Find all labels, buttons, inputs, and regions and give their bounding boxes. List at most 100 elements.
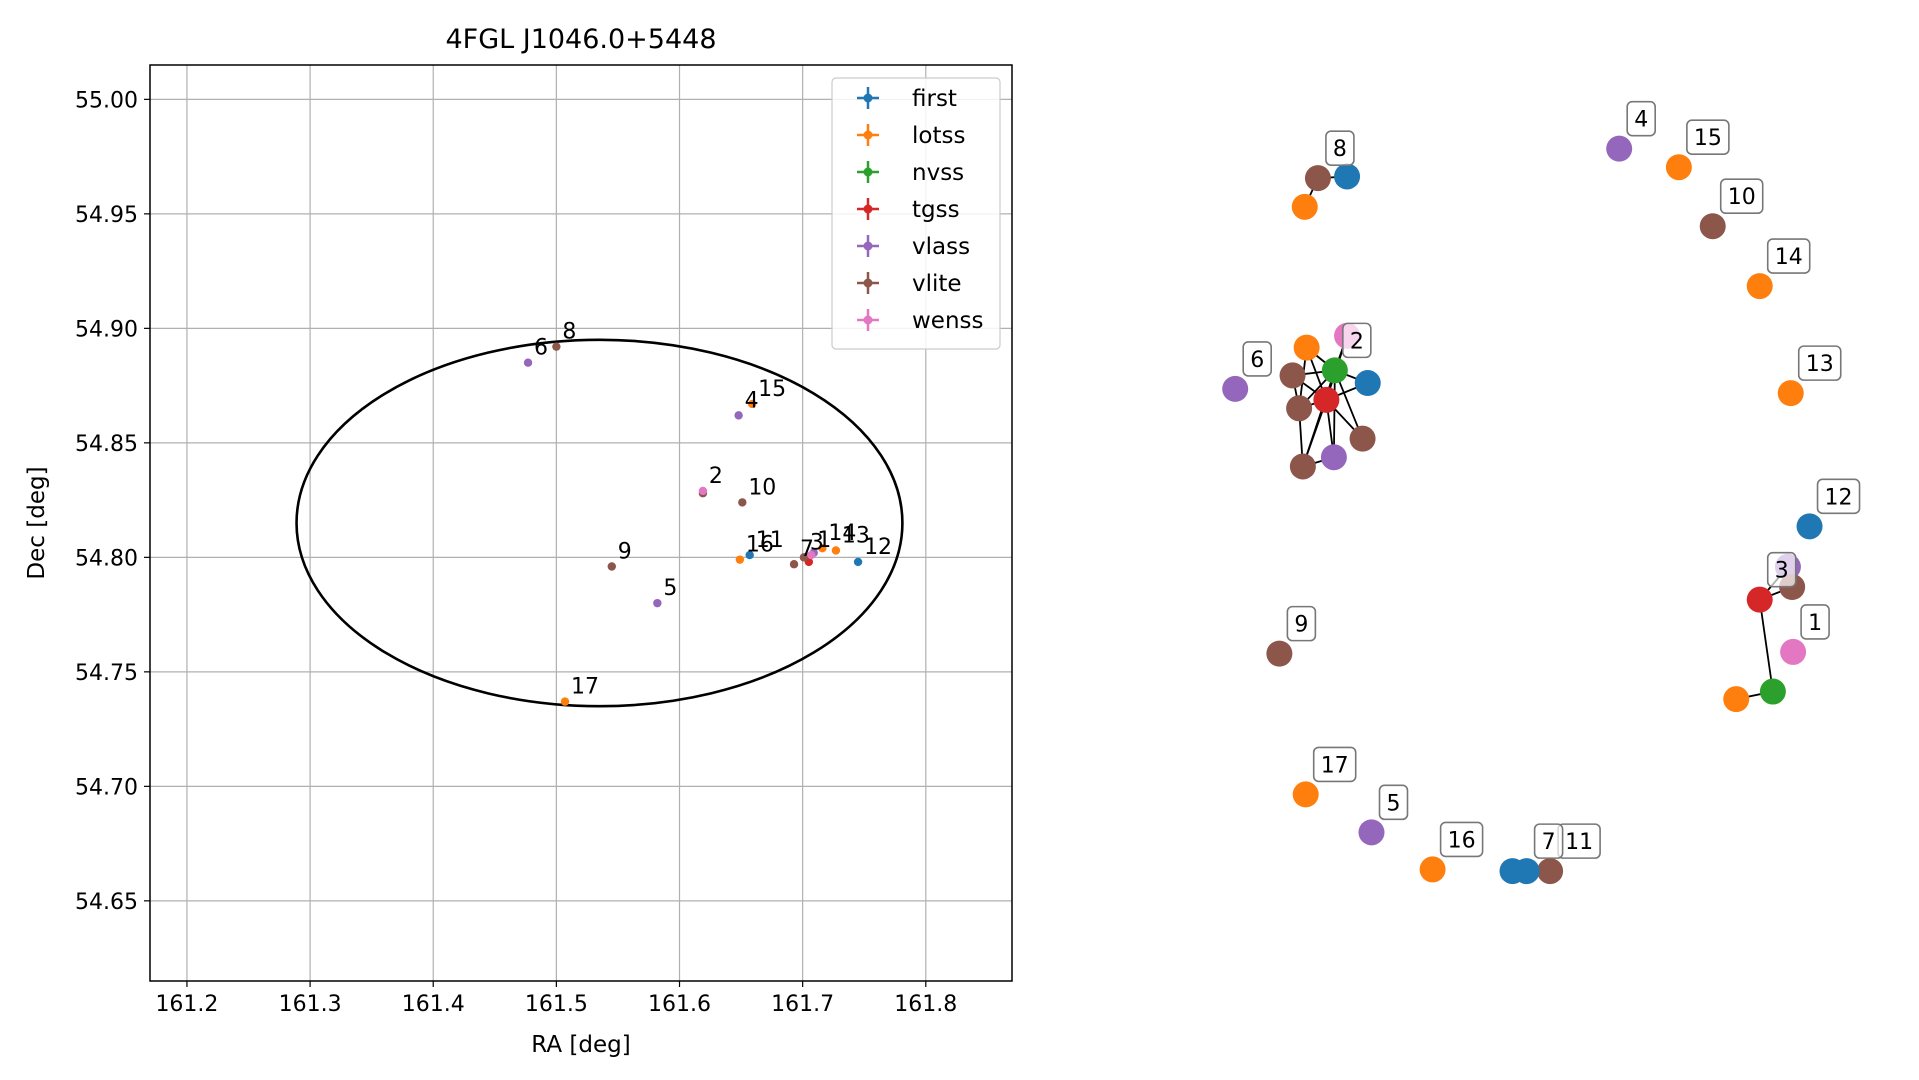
node-label-box	[1378, 784, 1409, 821]
graph-node-first	[1354, 370, 1381, 397]
graph-node-vlite	[1289, 453, 1316, 480]
legend: first lotss nvss tgss vlass vlite wenss	[831, 77, 1001, 350]
graph-node-vlite	[1266, 640, 1293, 667]
node-label-box	[1766, 238, 1811, 274]
legend-label: nvss	[912, 160, 964, 186]
y-tick-label: 54.70	[75, 775, 138, 800]
graph-node-lotss	[1419, 856, 1446, 883]
graph-node-lotss	[1665, 154, 1692, 181]
node-label: 2	[1350, 329, 1364, 354]
graph-node-wenss	[1780, 638, 1807, 665]
y-axis-ticks: 54.65 54.70 54.75 54.80 54.85 54.90 54.95 55.00	[75, 88, 150, 915]
graph-node-vlite	[1349, 425, 1376, 452]
point-lotss	[560, 697, 570, 706]
point-label: 6	[534, 336, 548, 361]
point-label: 7	[800, 537, 814, 562]
legend-marker-dot	[863, 204, 873, 214]
point-lotss	[831, 546, 841, 555]
node-label: 6	[1250, 348, 1264, 373]
node-label: 8	[1333, 137, 1347, 162]
graph-nodes	[1222, 135, 1823, 885]
legend-label: first	[912, 86, 957, 112]
point-wenss	[807, 550, 816, 560]
node-label-box	[1342, 322, 1372, 359]
graph-edge	[1333, 370, 1336, 458]
graph-node-vlass	[1320, 444, 1347, 471]
graph-node-vlite	[1699, 213, 1726, 240]
graph-node-vlass	[1358, 819, 1385, 846]
node-label: 10	[1728, 185, 1756, 210]
uncertainty-ellipse	[295, 338, 904, 708]
graph-node-tgss	[1746, 586, 1773, 613]
graph-node-first	[1499, 858, 1526, 885]
graph-node-vlite	[1537, 858, 1564, 885]
y-tick-label: 54.90	[75, 317, 138, 342]
graph-node-lotss	[1293, 334, 1320, 361]
point-lotss	[818, 543, 827, 553]
y-tick-label: 54.95	[75, 203, 138, 228]
point-vlass	[653, 598, 662, 608]
node-label-box	[1533, 823, 1564, 859]
point-label: 1	[817, 528, 831, 553]
x-tick-label: 161.7	[771, 992, 834, 1017]
legend-marker-dot	[863, 315, 873, 325]
x-tick-label: 161.8	[894, 992, 957, 1017]
point-label: 9	[618, 540, 632, 565]
point-vlite	[789, 560, 799, 569]
point-label: 10	[748, 475, 776, 500]
node-label: 11	[1565, 830, 1593, 855]
y-tick-label: 54.65	[75, 890, 138, 915]
graph-node-vlite	[1286, 395, 1313, 422]
node-label-box	[1686, 119, 1730, 156]
graph-edge	[1758, 599, 1774, 692]
point-label: 8	[562, 320, 576, 345]
node-label-box	[1325, 130, 1355, 166]
node-label-box	[1766, 551, 1797, 588]
legend-marker-dot	[863, 167, 873, 177]
legend-marker-dot	[863, 93, 873, 103]
point-vlass	[523, 358, 533, 367]
legend-label: lotss	[912, 123, 965, 149]
node-label-box	[1626, 100, 1656, 137]
point-first	[853, 557, 863, 567]
point-label: 5	[663, 576, 677, 601]
node-label-box	[1797, 345, 1842, 381]
legend-label: vlite	[912, 271, 962, 297]
legend-marker-dot	[863, 241, 873, 251]
x-axis-label: RA [deg]	[531, 1032, 630, 1058]
graph-node-vlass	[1222, 375, 1249, 402]
x-tick-label: 161.2	[155, 992, 218, 1017]
y-tick-label: 54.85	[75, 432, 138, 457]
x-tick-label: 161.3	[279, 992, 342, 1017]
point-label: 2	[709, 464, 723, 489]
graph-node-vlite	[1279, 362, 1306, 389]
legend-box	[831, 77, 1001, 350]
graph-node-first	[1796, 513, 1823, 540]
point-vlite	[552, 342, 561, 351]
node-label: 1	[1808, 611, 1822, 636]
x-axis-ticks: 161.2 161.3 161.4 161.5 161.6 161.7 161.8	[155, 981, 957, 1017]
legend-label: wenss	[912, 308, 984, 334]
graph-node-vlite	[1304, 165, 1331, 192]
point-lotss	[747, 399, 757, 409]
legend-marker-dot	[863, 130, 873, 140]
point-label: 16	[746, 533, 774, 558]
graph-node-first	[1334, 163, 1361, 190]
graph-node-lotss	[1723, 686, 1750, 713]
point-label: 14	[828, 521, 856, 546]
point-label: 15	[758, 377, 786, 402]
node-label: 15	[1694, 126, 1722, 151]
point-vlass	[734, 411, 743, 420]
point-vlite	[607, 562, 616, 571]
node-label: 5	[1387, 791, 1401, 816]
point-label: 11	[756, 528, 784, 553]
point-label: 17	[571, 675, 599, 700]
legend-label: tgss	[912, 197, 960, 223]
node-label: 9	[1294, 613, 1308, 638]
graph-node-tgss	[1313, 386, 1340, 413]
chart-title: 4FGL J1046.0+5448	[445, 24, 716, 55]
grid	[150, 65, 1012, 981]
